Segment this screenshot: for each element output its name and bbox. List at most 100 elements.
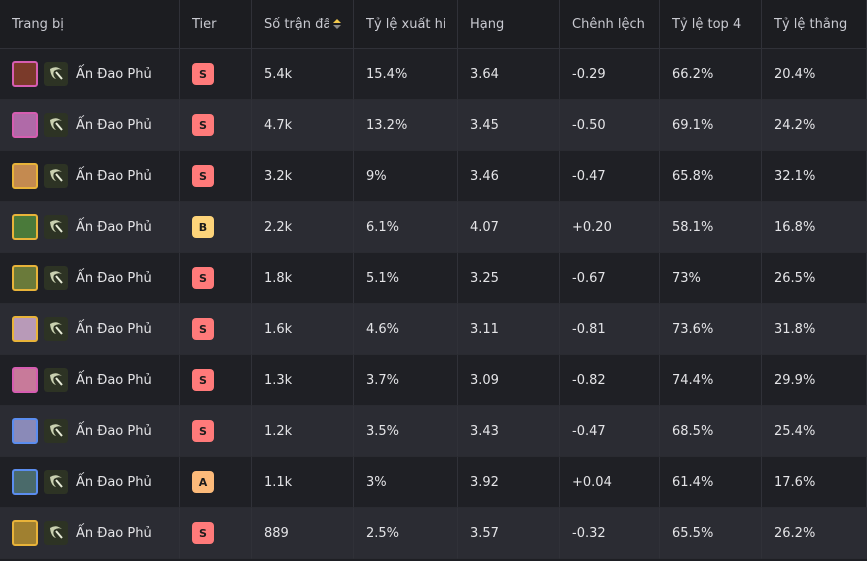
cell-value: +0.20 (572, 219, 612, 235)
item-icon (44, 215, 68, 239)
cell-value: -0.47 (572, 423, 606, 439)
cell-value: 66.2% (672, 66, 714, 82)
table-cell: 3.46 (458, 151, 560, 202)
item-name: Ấn Đao Phủ (76, 270, 152, 286)
tier-badge: S (192, 63, 214, 85)
table-cell: 65.5% (660, 508, 762, 559)
table-cell: 58.1% (660, 202, 762, 253)
table-cell: S (180, 49, 252, 100)
champion-icon (12, 163, 38, 189)
cell-value: -0.82 (572, 372, 606, 388)
header-label: Tỷ lệ thắng (774, 16, 848, 32)
sort-icon[interactable] (333, 19, 341, 29)
tier-badge: S (192, 114, 214, 136)
column-header[interactable]: Tỷ lệ top 4 (660, 0, 762, 49)
column-header[interactable]: Tier (180, 0, 252, 49)
table-cell: +0.04 (560, 457, 660, 508)
column-header[interactable]: Trang bị (0, 0, 180, 49)
table-cell: Ấn Đao Phủ (0, 100, 180, 151)
table-cell: Ấn Đao Phủ (0, 151, 180, 202)
cell-value: 16.8% (774, 219, 816, 235)
table-cell: 32.1% (762, 151, 867, 202)
table-cell: 3.92 (458, 457, 560, 508)
table-cell: -0.47 (560, 151, 660, 202)
column-header[interactable]: Tỷ lệ xuất hiện (354, 0, 458, 49)
table-cell: 66.2% (660, 49, 762, 100)
table-cell: 68.5% (660, 406, 762, 457)
table-cell: 16.8% (762, 202, 867, 253)
cell-value: 3.64 (470, 66, 499, 82)
table-cell: Ấn Đao Phủ (0, 49, 180, 100)
champion-icon (12, 469, 38, 495)
cell-value: 73.6% (672, 321, 714, 337)
item-name: Ấn Đao Phủ (76, 321, 152, 337)
table-cell: -0.50 (560, 100, 660, 151)
cell-value: 3% (366, 474, 387, 490)
cell-value: 1.8k (264, 270, 293, 286)
tier-badge: S (192, 165, 214, 187)
table-cell: 889 (252, 508, 354, 559)
table-cell: Ấn Đao Phủ (0, 508, 180, 559)
table-cell: Ấn Đao Phủ (0, 304, 180, 355)
table-cell: Ấn Đao Phủ (0, 253, 180, 304)
cell-value: 3.57 (470, 525, 499, 541)
column-header[interactable]: Số trận đấu (252, 0, 354, 49)
table-cell: 4.07 (458, 202, 560, 253)
table-cell: Ấn Đao Phủ (0, 457, 180, 508)
table-cell: 61.4% (660, 457, 762, 508)
cell-value: 4.07 (470, 219, 499, 235)
tier-badge: B (192, 216, 214, 238)
column-header[interactable]: Chênh lệch hạng (560, 0, 660, 49)
cell-value: 2.2k (264, 219, 293, 235)
table-cell: 65.8% (660, 151, 762, 202)
table-cell: S (180, 151, 252, 202)
table-cell: 1.8k (252, 253, 354, 304)
item-icon (44, 113, 68, 137)
champion-icon (12, 61, 38, 87)
cell-value: 2.5% (366, 525, 400, 541)
cell-value: 65.5% (672, 525, 714, 541)
table-cell: 2.2k (252, 202, 354, 253)
table-cell: -0.82 (560, 355, 660, 406)
item-icon (44, 266, 68, 290)
table-cell: 3.5% (354, 406, 458, 457)
cell-value: 1.2k (264, 423, 293, 439)
column-header[interactable]: Hạng (458, 0, 560, 49)
cell-value: 3.2k (264, 168, 293, 184)
table-cell: 25.4% (762, 406, 867, 457)
cell-value: 9% (366, 168, 387, 184)
table-cell: 20.4% (762, 49, 867, 100)
item-icon (44, 62, 68, 86)
table-cell: 17.6% (762, 457, 867, 508)
table-cell: 3.57 (458, 508, 560, 559)
table-cell: 3.7% (354, 355, 458, 406)
cell-value: 65.8% (672, 168, 714, 184)
cell-value: +0.04 (572, 474, 612, 490)
cell-value: 74.4% (672, 372, 714, 388)
cell-value: 20.4% (774, 66, 816, 82)
cell-value: 13.2% (366, 117, 408, 133)
champion-icon (12, 265, 38, 291)
table-cell: S (180, 508, 252, 559)
cell-value: 17.6% (774, 474, 816, 490)
tier-badge: S (192, 420, 214, 442)
cell-value: 5.4k (264, 66, 293, 82)
table-cell: A (180, 457, 252, 508)
cell-value: 1.3k (264, 372, 293, 388)
table-cell: 31.8% (762, 304, 867, 355)
column-header[interactable]: Tỷ lệ thắng (762, 0, 867, 49)
cell-value: 3.11 (470, 321, 499, 337)
table-cell: 3.45 (458, 100, 560, 151)
table-cell: 5.4k (252, 49, 354, 100)
champion-icon (12, 214, 38, 240)
cell-value: 4.7k (264, 117, 293, 133)
cell-value: 5.1% (366, 270, 400, 286)
table-cell: 15.4% (354, 49, 458, 100)
table-cell: 13.2% (354, 100, 458, 151)
table-cell: S (180, 304, 252, 355)
tier-badge: S (192, 522, 214, 544)
header-label: Tỷ lệ xuất hiện (366, 16, 445, 32)
header-label: Hạng (470, 16, 505, 32)
table-cell: -0.81 (560, 304, 660, 355)
